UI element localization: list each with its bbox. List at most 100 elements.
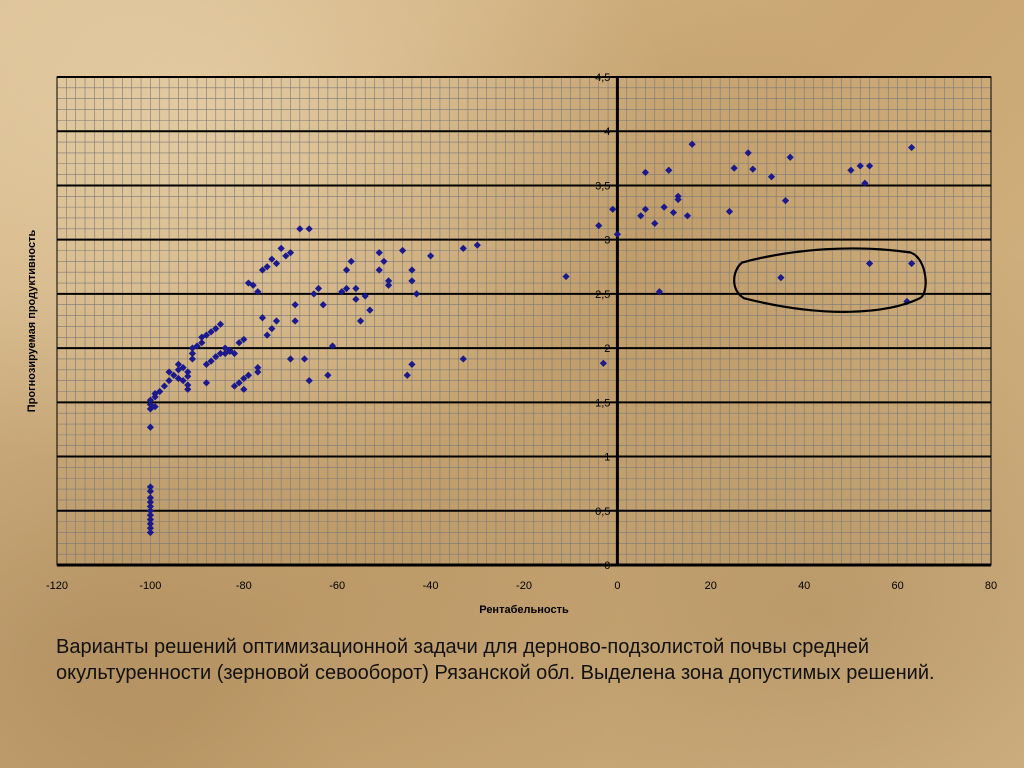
data-point — [674, 195, 682, 204]
data-point — [384, 281, 393, 289]
data-point — [165, 368, 173, 376]
data-point — [240, 374, 248, 383]
data-point — [174, 360, 183, 368]
y-tick-label: 0 — [604, 560, 610, 572]
data-point — [160, 382, 169, 390]
data-point — [856, 162, 864, 170]
data-point — [342, 266, 351, 274]
data-point — [146, 520, 154, 528]
data-point — [188, 344, 197, 352]
data-point — [254, 288, 262, 296]
data-point — [272, 317, 281, 325]
scatter-chart: 0 0,5 1 1,5 2 2,5 3 3,5 4 4,5 -120 -100 -80 -60 -40 -2… — [26, 72, 997, 616]
data-point — [744, 149, 752, 157]
data-point — [352, 295, 360, 303]
data-point — [725, 207, 734, 216]
data-point — [459, 355, 467, 363]
slide-caption: Варианты решений оптимизационной задачи … — [56, 636, 935, 684]
data-point — [216, 349, 225, 358]
y-tick-labels: 0 0,5 1 1,5 2 2,5 3 3,5 4 4,5 — [595, 72, 610, 572]
data-point — [651, 219, 659, 227]
data-point — [786, 153, 794, 161]
data-point — [562, 272, 570, 281]
data-point — [669, 208, 678, 217]
x-tick-label: -100 — [139, 580, 161, 592]
y-tick-label: 3 — [604, 235, 610, 247]
data-point — [637, 212, 645, 220]
feasible-zone-outline — [733, 247, 927, 313]
data-point — [146, 487, 154, 495]
data-point — [249, 281, 257, 289]
data-point — [254, 368, 262, 376]
x-tick-label: 0 — [614, 580, 620, 592]
y-tick-label: 2,5 — [595, 289, 610, 301]
y-tick-label: 0,5 — [595, 506, 610, 518]
x-tick-label: 80 — [985, 580, 997, 592]
data-point — [767, 173, 776, 181]
y-axis-title: Прогнозируемая продуктивность — [26, 229, 38, 412]
data-point — [226, 346, 234, 354]
minor-grid — [56, 76, 992, 566]
y-tick-label: 4,5 — [595, 72, 610, 84]
data-point — [258, 266, 267, 274]
data-point — [908, 143, 916, 152]
data-point — [777, 274, 785, 282]
highlight-loop — [733, 247, 927, 313]
data-point — [305, 225, 313, 233]
data-point — [179, 377, 187, 385]
data-point — [286, 355, 295, 363]
data-point — [202, 331, 211, 339]
x-tick-label: 40 — [798, 580, 810, 592]
data-point — [613, 230, 621, 238]
data-point — [908, 259, 916, 268]
data-point — [291, 301, 299, 309]
x-tick-label: -120 — [46, 580, 68, 592]
data-point — [314, 284, 323, 293]
y-tick-label: 3,5 — [595, 180, 610, 192]
data-point — [146, 396, 154, 404]
data-point — [380, 257, 388, 265]
data-point — [230, 382, 239, 390]
data-point — [347, 257, 355, 265]
data-point — [216, 320, 225, 328]
data-point — [412, 290, 421, 298]
y-tick-label: 1,5 — [595, 397, 610, 409]
x-tick-label: -40 — [423, 580, 439, 592]
data-point — [202, 360, 211, 368]
data-point — [235, 339, 243, 347]
data-point — [146, 483, 154, 491]
data-point — [156, 387, 164, 396]
data-point — [300, 355, 309, 363]
data-point — [660, 203, 668, 211]
data-point — [230, 349, 239, 358]
data-point — [749, 165, 757, 173]
x-tick-label: -20 — [516, 580, 532, 592]
data-point — [609, 205, 617, 213]
data-point — [356, 317, 365, 325]
data-point — [427, 252, 435, 260]
data-point — [683, 212, 692, 220]
x-tick-label: 20 — [705, 580, 717, 592]
data-point — [375, 249, 383, 257]
data-point — [268, 324, 276, 333]
data-point — [146, 515, 154, 524]
data-point — [146, 405, 154, 413]
data-point — [240, 335, 248, 344]
data-point — [146, 400, 154, 409]
data-point — [473, 241, 481, 249]
data-point — [207, 357, 215, 365]
data-point — [263, 331, 271, 339]
data-point — [296, 225, 304, 233]
x-tick-label: 60 — [891, 580, 903, 592]
data-point — [408, 277, 416, 285]
data-point — [212, 353, 220, 361]
data-point — [361, 292, 369, 300]
data-point — [688, 140, 696, 148]
x-tick-label: -60 — [329, 580, 345, 592]
data-point — [193, 342, 201, 350]
data-point — [305, 377, 313, 385]
data-point — [730, 164, 738, 172]
data-point — [151, 403, 159, 411]
data-point — [459, 244, 467, 252]
data-point — [146, 498, 154, 506]
